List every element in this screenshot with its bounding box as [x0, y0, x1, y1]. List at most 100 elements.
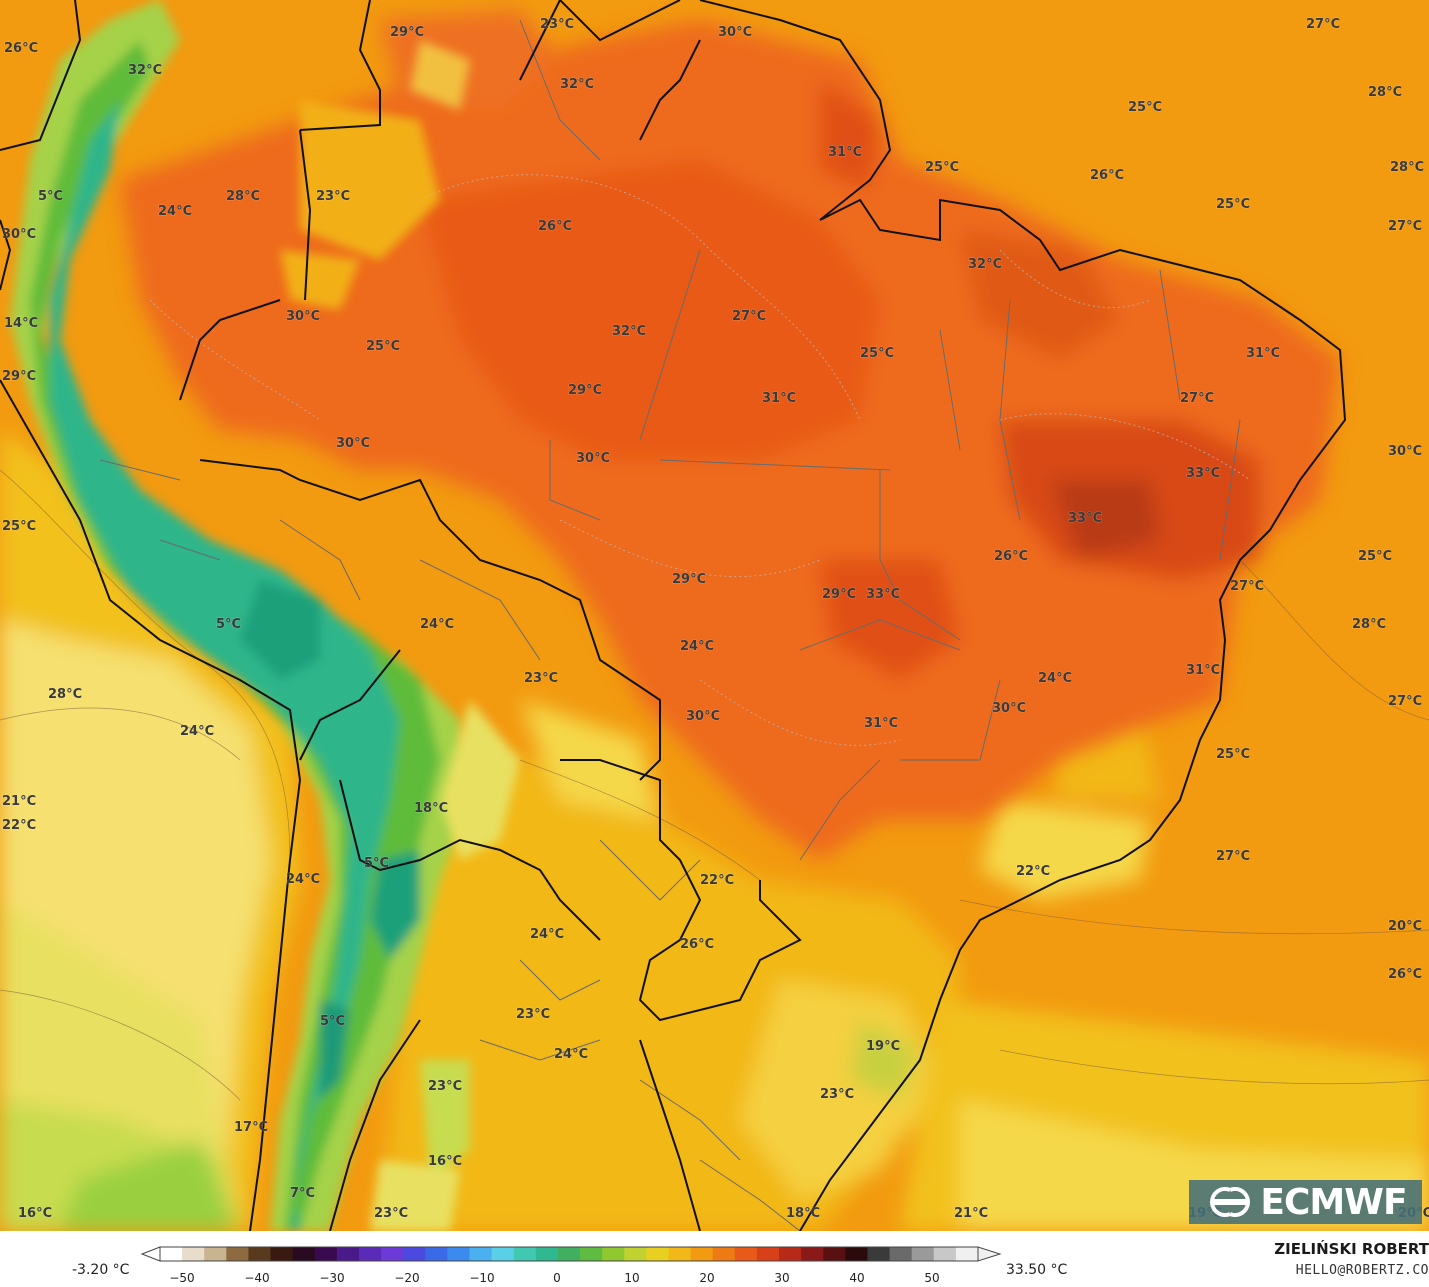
colorbar-swatch: [668, 1247, 692, 1261]
temperature-label: 31°C: [1186, 663, 1220, 678]
colorbar-swatch: [535, 1247, 559, 1261]
temperature-label: 14°C: [4, 316, 38, 331]
temperature-label: 25°C: [366, 339, 400, 354]
colorbar-swatch: [801, 1247, 824, 1261]
colorbar-tick-label: −50: [169, 1271, 194, 1285]
colorbar-outline: [159, 1246, 979, 1262]
temperature-label: 24°C: [420, 617, 454, 632]
temperature-label: 23°C: [374, 1206, 408, 1221]
contour-lines: [149, 174, 1251, 746]
colorbar-swatch: [160, 1247, 183, 1261]
colorbar-tick-label: −20: [394, 1271, 419, 1285]
temperature-label: 27°C: [1306, 17, 1340, 32]
temperature-label: 24°C: [680, 639, 714, 654]
ecmwf-logo-text: ECMWF: [1260, 1181, 1407, 1223]
temperature-label: 30°C: [2, 227, 36, 242]
colorbar-tick-label: −30: [319, 1271, 344, 1285]
temperature-label: 25°C: [925, 160, 959, 175]
colorbar-swatch: [845, 1247, 868, 1261]
temperature-label: 32°C: [128, 63, 162, 78]
colorbar-swatch: [447, 1247, 471, 1261]
temperature-label: 23°C: [316, 189, 350, 204]
colorbar-swatch: [491, 1247, 515, 1261]
colorbar-swatch: [204, 1247, 227, 1261]
colorbar-swatch: [270, 1247, 294, 1261]
colorbar-swatch: [955, 1247, 979, 1261]
temperature-label: 26°C: [4, 41, 38, 56]
temperature-label: 28°C: [1368, 85, 1402, 100]
colorbar-swatch: [690, 1247, 714, 1261]
ecmwf-logo: ECMWF: [1189, 1180, 1422, 1224]
colorbar-swatch: [314, 1247, 338, 1261]
temperature-label: 32°C: [560, 77, 594, 92]
temperature-label: 27°C: [1180, 391, 1214, 406]
temperature-label: 32°C: [968, 257, 1002, 272]
colorbar-swatch: [867, 1247, 891, 1261]
colorbar-swatch: [779, 1247, 802, 1261]
colorbar-swatch: [602, 1247, 625, 1261]
colorbar-swatch: [580, 1247, 603, 1261]
colorbar-swatch: [911, 1247, 935, 1261]
northern-warm-patches: [280, 40, 470, 310]
colorbar-swatch: [336, 1247, 360, 1261]
colorbar-swatch: [425, 1247, 448, 1261]
temperature-label: 24°C: [286, 872, 320, 887]
colorbar-tick-label: 50: [924, 1271, 939, 1285]
temperature-label: 5°C: [364, 856, 389, 871]
colorbar-swatch: [182, 1247, 205, 1261]
colorbar-max-label: 33.50 °C: [1006, 1262, 1068, 1278]
temperature-label: 27°C: [1388, 694, 1422, 709]
colorbar-tick-label: 0: [553, 1271, 561, 1285]
temperature-label: 31°C: [1246, 346, 1280, 361]
temperature-label: 29°C: [2, 369, 36, 384]
temperature-label: 30°C: [336, 436, 370, 451]
colorbar-swatch: [712, 1247, 736, 1261]
temperature-label: 30°C: [1388, 444, 1422, 459]
colorbar-swatch: [358, 1247, 382, 1261]
temperature-label: 31°C: [762, 391, 796, 406]
temperature-label: 21°C: [954, 1206, 988, 1221]
coastlines: [0, 0, 1347, 1231]
temperature-label: 16°C: [18, 1206, 52, 1221]
temperature-labels: 26°C 32°C 29°C 23°C 30°C 27°C 28°C 32°C 25°C 28°C…: [2, 17, 1429, 1222]
temperature-label: 23°C: [820, 1087, 854, 1102]
temperature-label: 25°C: [1216, 197, 1250, 212]
colorbar-tick-label: −40: [244, 1271, 269, 1285]
temperature-label: 22°C: [1016, 864, 1050, 879]
temperature-label: 28°C: [1390, 160, 1424, 175]
temperature-label: 32°C: [612, 324, 646, 339]
temperature-label: 25°C: [1358, 549, 1392, 564]
temperature-label: 21°C: [2, 794, 36, 809]
temperature-label: 27°C: [1388, 219, 1422, 234]
temperature-label: 26°C: [1388, 967, 1422, 982]
colorbar-min-arrow: [140, 1246, 161, 1262]
colorbar: −50 −40 −30 −20 −10 0 10 20 30 40 50: [140, 1246, 1002, 1285]
temperature-label: 27°C: [1216, 849, 1250, 864]
temperature-label: 33°C: [1068, 511, 1102, 526]
temperature-label: 5°C: [38, 189, 63, 204]
lowland-transition: [370, 700, 520, 1231]
author-name: ZIELIŃSKI ROBERT: [1274, 1240, 1429, 1258]
temperature-label: 30°C: [686, 709, 720, 724]
colorbar-swatch: [756, 1247, 780, 1261]
temperature-label: 23°C: [524, 671, 558, 686]
colorbar-swatch: [403, 1247, 426, 1261]
colorbar-swatch: [624, 1247, 647, 1261]
temperature-label: 29°C: [390, 25, 424, 40]
temperature-label: 19°C: [866, 1039, 900, 1054]
colorbar-tick-label: −10: [469, 1271, 494, 1285]
temperature-label: 30°C: [718, 25, 752, 40]
temperature-label: 23°C: [540, 17, 574, 32]
colorbar-tick-label: 30: [774, 1271, 789, 1285]
temperature-label: 23°C: [516, 1007, 550, 1022]
temperature-label: 33°C: [866, 587, 900, 602]
temperature-label: 16°C: [428, 1154, 462, 1169]
colorbar-min-label: -3.20 °C: [72, 1262, 130, 1278]
temperature-label: 26°C: [1090, 168, 1124, 183]
colorbar-swatch: [646, 1247, 669, 1261]
temperature-label: 24°C: [180, 724, 214, 739]
temperature-label: 5°C: [216, 617, 241, 632]
temperature-label: 30°C: [576, 451, 610, 466]
temperature-label: 26°C: [680, 937, 714, 952]
colorbar-swatch: [513, 1247, 537, 1261]
